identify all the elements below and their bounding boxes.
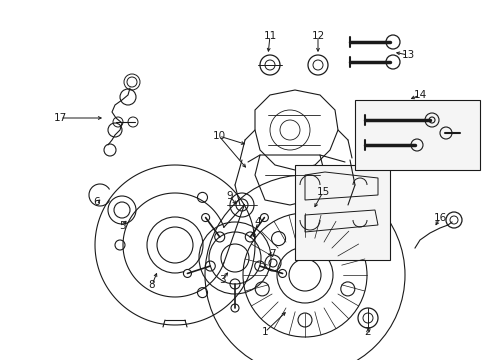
Text: 17: 17 [53, 113, 66, 123]
Text: 8: 8 [148, 280, 155, 290]
Text: 9: 9 [226, 191, 233, 201]
Text: 15: 15 [316, 187, 329, 197]
Text: 6: 6 [94, 197, 100, 207]
Circle shape [230, 304, 239, 312]
Text: 1: 1 [261, 327, 268, 337]
Text: 7: 7 [268, 249, 275, 259]
Circle shape [201, 213, 209, 221]
Text: 4: 4 [254, 217, 261, 227]
Text: 14: 14 [412, 90, 426, 100]
Bar [354, 100, 479, 170]
Text: 12: 12 [311, 31, 324, 41]
Circle shape [183, 269, 191, 278]
Text: 2: 2 [364, 327, 370, 337]
Bar [294, 165, 389, 260]
Text: 10: 10 [212, 131, 225, 141]
Text: 5: 5 [120, 221, 126, 231]
Text: 3: 3 [218, 275, 225, 285]
Text: 11: 11 [263, 31, 276, 41]
Circle shape [260, 213, 268, 221]
Text: 13: 13 [401, 50, 414, 60]
Text: 16: 16 [432, 213, 446, 223]
Circle shape [278, 269, 286, 278]
